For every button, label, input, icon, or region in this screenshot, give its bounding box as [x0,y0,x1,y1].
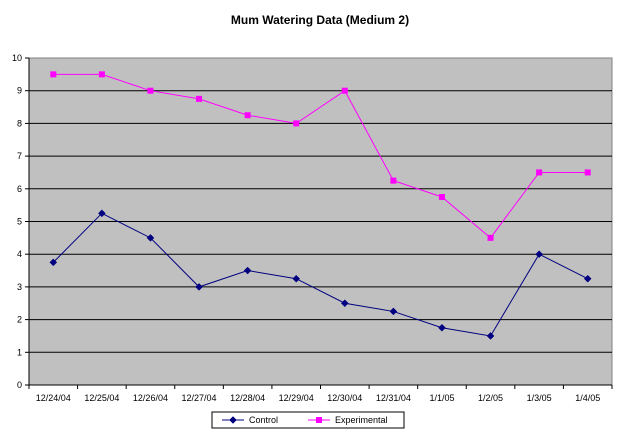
x-tick-label: 12/26/04 [133,393,168,403]
data-point-control [486,332,495,340]
legend-marker [316,417,322,423]
data-point-control [340,299,349,308]
series-line-experimental [53,73,588,239]
data-point-experimental [98,71,105,78]
data-point-control [583,274,592,283]
y-tick-label: 10 [12,53,22,63]
y-tick-label: 2 [17,315,22,325]
x-tick-label: 1/4/05 [575,393,600,403]
legend-item-experimental: Experimental [308,415,388,425]
y-tick-label: 4 [17,249,22,259]
y-tick-label: 5 [17,217,22,227]
data-point-experimental [293,120,300,127]
legend: Control Experimental [211,411,405,429]
data-point-control [389,307,398,316]
data-point-experimental [584,169,591,176]
data-point-control [292,274,301,283]
data-point-control [98,209,106,218]
legend-label: Control [249,415,278,425]
x-tick-label: 1/3/05 [527,393,552,403]
y-tick-label: 7 [17,151,22,161]
x-tick-label: 1/1/05 [429,393,454,403]
gridlines [29,90,612,353]
data-point-control [146,233,155,242]
y-tick-label: 9 [17,86,22,96]
legend-label: Experimental [335,415,388,425]
series-group [49,71,592,340]
data-point-experimental [341,87,348,94]
x-tick-label: 12/31/04 [376,393,411,403]
x-tick-label: 1/2/05 [478,393,503,403]
data-point-experimental [196,95,203,102]
x-tick-label: 12/29/04 [279,393,314,403]
chart-title: Mum Watering Data (Medium 2) [231,13,409,27]
series-experimental [50,71,591,241]
x-tick-label: 12/28/04 [230,393,265,403]
data-point-control [243,266,252,275]
axes: 0 1 2 3 4 5 6 7 8 9 10 12/24/04 12/25/04 12/26/04 12/2… [12,53,613,403]
series-line-control [52,212,588,337]
data-point-control [49,258,58,267]
y-tick-label: 6 [17,184,22,194]
x-tick-label: 12/27/04 [182,393,217,403]
data-point-control [535,250,543,259]
y-tick-label: 3 [17,282,22,292]
y-tick-label: 8 [17,118,22,128]
y-tick-label: 0 [17,380,22,390]
legend-item-control: Control [222,415,278,425]
series-control [49,209,592,340]
legend-marker [229,416,237,424]
y-tick-label: 1 [17,347,22,357]
data-point-control [195,283,203,291]
data-point-experimental [147,87,154,94]
data-point-experimental [438,193,445,200]
data-point-experimental [536,169,543,176]
x-tick-label: 12/30/04 [327,393,362,403]
x-tick-label: 12/25/04 [84,393,119,403]
data-point-experimental [487,234,494,241]
data-point-experimental [50,71,57,78]
x-tick-label: 12/24/04 [36,393,71,403]
data-point-experimental [390,177,397,184]
data-point-experimental [244,112,251,119]
data-point-control [438,323,446,332]
